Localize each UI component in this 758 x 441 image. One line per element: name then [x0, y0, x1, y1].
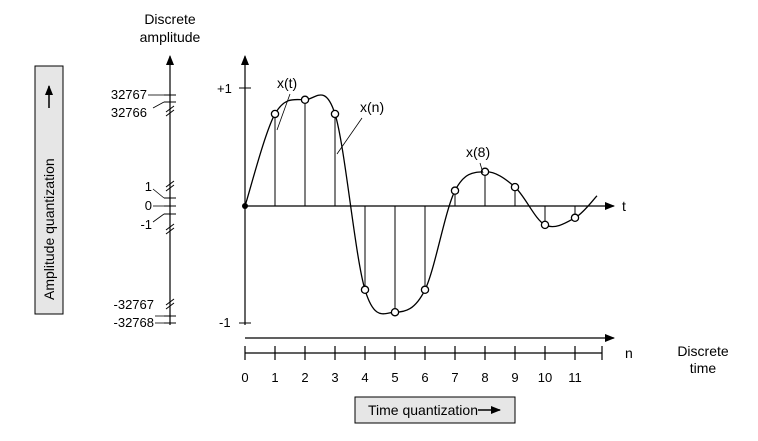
level-label-32766: 32766 [111, 105, 147, 120]
x-8-leader [479, 162, 484, 174]
level-label-32767: 32767 [111, 87, 147, 102]
discrete-time-label-line2: time [690, 360, 717, 376]
sample-point-11 [570, 213, 580, 223]
sample-point-10 [540, 220, 550, 230]
time-tick-label-11: 11 [568, 370, 582, 385]
sample-stems [274, 99, 576, 313]
amplitude-quantization-label: Amplitude quantization [41, 158, 57, 300]
level-label-0: 0 [145, 198, 152, 213]
time-tick-label-8: 8 [481, 370, 488, 385]
time-quantization-box: Time quantization [354, 396, 516, 424]
sample-point-0 [242, 203, 248, 209]
time-quantization-label: Time quantization [368, 402, 478, 418]
sample-point-4 [360, 285, 370, 295]
time-tick-label-10: 10 [538, 370, 552, 385]
time-tick-labels: 0 1 2 3 4 5 6 7 8 9 10 11 [241, 370, 581, 385]
discrete-time-label-line1: Discrete [677, 343, 729, 359]
time-tick-label-1: 1 [271, 370, 278, 385]
time-tick-label-9: 9 [511, 370, 518, 385]
discrete-amplitude-label-line1: Discrete [144, 11, 196, 27]
sample-point-3 [330, 109, 340, 119]
n-axis-label: n [625, 345, 633, 361]
time-tick-label-3: 3 [331, 370, 338, 385]
quantization-axis [148, 55, 176, 325]
sample-point-9 [510, 182, 520, 192]
discrete-amplitude-label-line2: amplitude [140, 29, 201, 45]
plus-one-label: +1 [217, 81, 232, 96]
sample-point-5 [390, 307, 400, 317]
amplitude-axis [239, 55, 251, 325]
x-8-label: x(8) [466, 144, 490, 160]
x-n-label: x(n) [360, 99, 384, 115]
level-label-minus-32767: -32767 [114, 297, 154, 312]
sample-point-6 [420, 285, 430, 295]
sample-point-2 [300, 95, 310, 105]
time-tick-label-0: 0 [241, 370, 248, 385]
x-n-leader [336, 117, 363, 155]
amplitude-quantization-box: Amplitude quantization [34, 65, 64, 315]
time-tick-label-7: 7 [451, 370, 458, 385]
time-tick-label-5: 5 [391, 370, 398, 385]
x-t-label: x(t) [277, 75, 297, 91]
discrete-time-axis [244, 334, 615, 360]
time-tick-label-6: 6 [421, 370, 428, 385]
level-label-minus-32768: -32768 [114, 315, 154, 330]
t-axis-label: t [622, 198, 626, 214]
level-label-1: 1 [145, 179, 152, 194]
sample-point-7 [450, 186, 460, 195]
minus-one-label: -1 [219, 315, 231, 330]
continuous-signal-curve [244, 94, 598, 315]
sample-point-1 [270, 109, 280, 119]
level-label-minus-1: -1 [140, 217, 152, 232]
time-tick-label-4: 4 [361, 370, 368, 385]
sample-point-8 [480, 167, 490, 177]
x-t-leader [276, 93, 291, 131]
time-tick-label-2: 2 [301, 370, 308, 385]
sample-markers [242, 95, 580, 317]
